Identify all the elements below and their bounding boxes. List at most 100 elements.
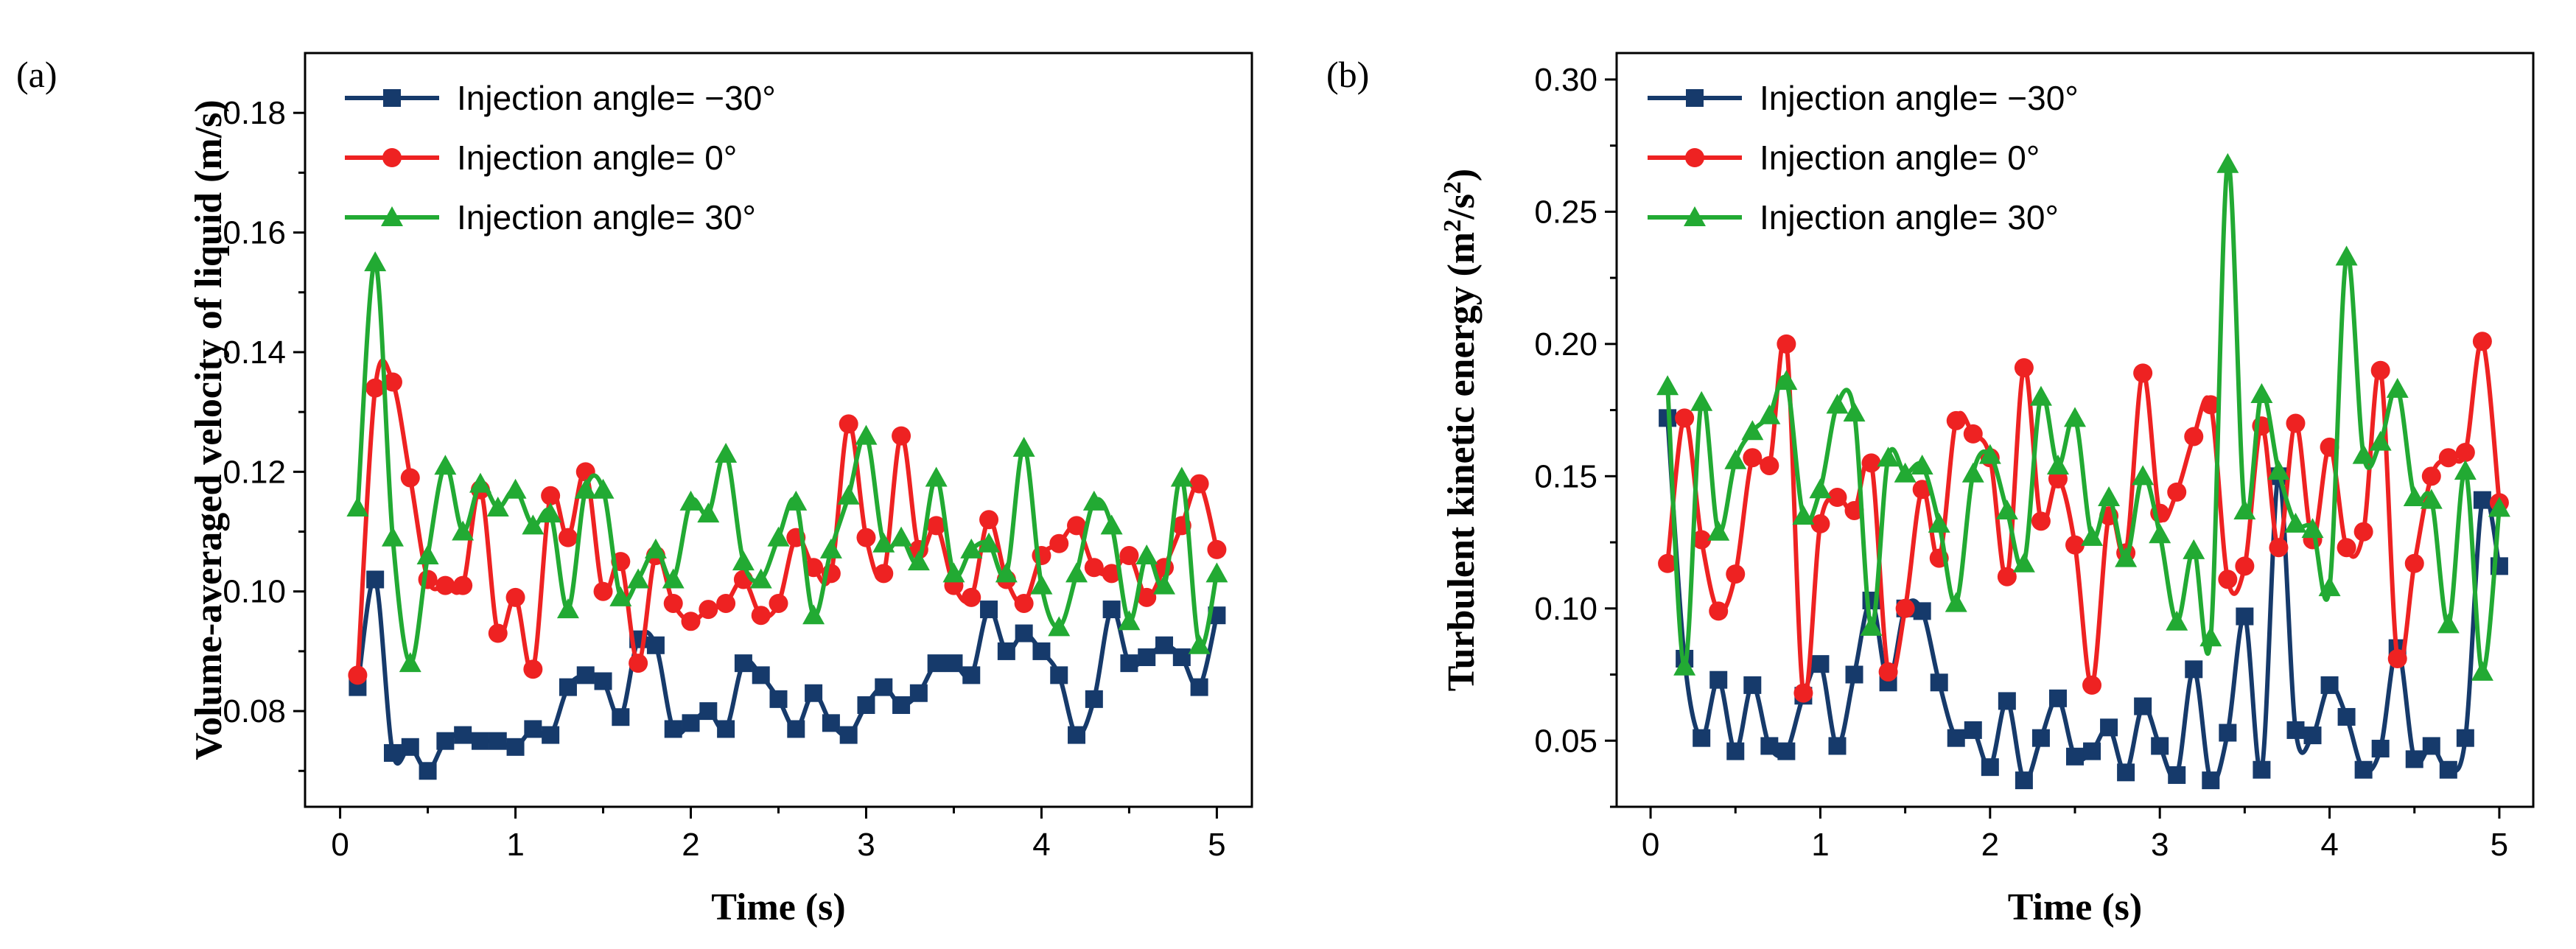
- data-point: [2202, 771, 2220, 790]
- data-point: [2149, 523, 2171, 544]
- data-point: [1190, 678, 1208, 696]
- y-axis-title-part: 2: [1439, 220, 1466, 232]
- data-point: [1207, 539, 1227, 559]
- data-point: [1777, 334, 1796, 354]
- data-point: [418, 570, 438, 589]
- data-point: [2083, 742, 2101, 760]
- data-point: [1724, 449, 1747, 469]
- data-point: [1895, 598, 1915, 618]
- y-tick-label: 0.18: [223, 95, 286, 131]
- data-point: [1777, 742, 1796, 760]
- data-point: [471, 732, 489, 750]
- x-tick-label: 1: [1811, 827, 1829, 863]
- legend-marker: [1684, 206, 1706, 226]
- data-point: [1068, 726, 1086, 744]
- data-point: [2012, 552, 2035, 572]
- data-point: [486, 497, 509, 517]
- data-point: [2014, 358, 2034, 378]
- data-point: [1153, 574, 1176, 595]
- data-point: [805, 684, 823, 702]
- data-point: [629, 654, 648, 673]
- y-axis-title: Turbulent kinetic energy (m2/s2): [1439, 169, 1483, 692]
- data-point: [2151, 737, 2169, 755]
- y-tick-label: 0.14: [223, 335, 286, 371]
- data-point: [769, 593, 788, 613]
- data-point: [2219, 724, 2237, 742]
- data-point: [2320, 676, 2339, 694]
- data-point: [2066, 747, 2084, 766]
- legend-marker: [383, 89, 401, 107]
- data-point: [697, 502, 720, 523]
- data-point: [1998, 692, 2016, 710]
- data-point: [1981, 758, 1999, 777]
- data-point: [646, 636, 665, 654]
- data-point: [558, 528, 578, 547]
- data-point: [2253, 760, 2271, 779]
- data-point: [769, 690, 788, 708]
- data-point: [348, 665, 368, 685]
- y-axis-title-part: Turbulent kinetic energy (m: [1441, 232, 1483, 692]
- data-point: [907, 550, 930, 571]
- x-tick-label: 4: [2320, 827, 2338, 863]
- chart-panel-a: (a) 0 1 2 3 4 5 0.08 0.10 0.12 0.14 0.16 0.18 Time (s…: [16, 52, 1253, 928]
- data-point: [2046, 454, 2069, 474]
- data-point: [925, 466, 948, 487]
- x-axis-title: Time (s): [711, 886, 845, 928]
- data-point: [506, 738, 525, 756]
- data-point: [1012, 436, 1035, 457]
- data-point: [1658, 553, 1678, 573]
- x-tick-label: 5: [1208, 827, 1225, 863]
- data-point: [2031, 729, 2050, 747]
- data-point: [1102, 564, 1121, 584]
- data-point: [469, 472, 491, 493]
- data-point: [1912, 480, 1932, 500]
- data-point: [2354, 760, 2373, 779]
- data-point: [890, 526, 913, 547]
- data-point: [2098, 486, 2121, 507]
- data-point: [874, 564, 894, 584]
- data-point: [1032, 642, 1051, 660]
- data-point: [524, 720, 542, 738]
- data-point: [1930, 673, 1948, 692]
- data-point: [2166, 610, 2188, 631]
- data-point: [504, 478, 527, 499]
- data-point: [454, 726, 472, 744]
- x-tick-label: 2: [682, 827, 699, 863]
- data-point: [732, 550, 755, 571]
- data-point: [909, 684, 928, 702]
- x-tick-label: 5: [2491, 827, 2508, 863]
- data-point: [1964, 721, 1982, 739]
- legend: Injection angle= −30° Injection angle= 0°…: [345, 79, 776, 237]
- chart-panel-b: (b) 0 1 2 3 4 5 0.05 0.10 0.15 0.20 0.25 0.30 Time (s…: [1326, 52, 2535, 928]
- data-point: [399, 652, 421, 673]
- data-point: [857, 696, 875, 714]
- y-axis-title-part: 2: [1439, 181, 1466, 194]
- data-point: [2286, 413, 2306, 433]
- data-point: [945, 654, 963, 673]
- data-point: [1894, 462, 1917, 483]
- data-point: [1138, 648, 1156, 667]
- data-point: [2100, 718, 2118, 737]
- data-point: [2134, 697, 2152, 715]
- data-point: [2371, 740, 2390, 758]
- data-point: [364, 251, 387, 272]
- data-point: [2031, 511, 2051, 531]
- y-tick-label: 0.12: [223, 454, 286, 490]
- data-point: [2303, 726, 2322, 745]
- data-point: [962, 587, 981, 607]
- data-point: [1809, 478, 1832, 499]
- data-point: [2420, 488, 2443, 509]
- data-point: [1963, 424, 1983, 444]
- data-point: [1135, 544, 1158, 564]
- data-point: [1692, 530, 1712, 550]
- data-point: [2301, 518, 2324, 539]
- data-point: [802, 604, 825, 625]
- data-point: [1844, 500, 1864, 520]
- data-point: [593, 581, 613, 601]
- data-point: [1085, 690, 1103, 708]
- data-point: [2284, 512, 2307, 533]
- y-axis-title-part: /s: [1441, 194, 1483, 220]
- data-point: [1082, 490, 1105, 511]
- data-point: [1743, 676, 1762, 694]
- data-point: [2081, 525, 2104, 546]
